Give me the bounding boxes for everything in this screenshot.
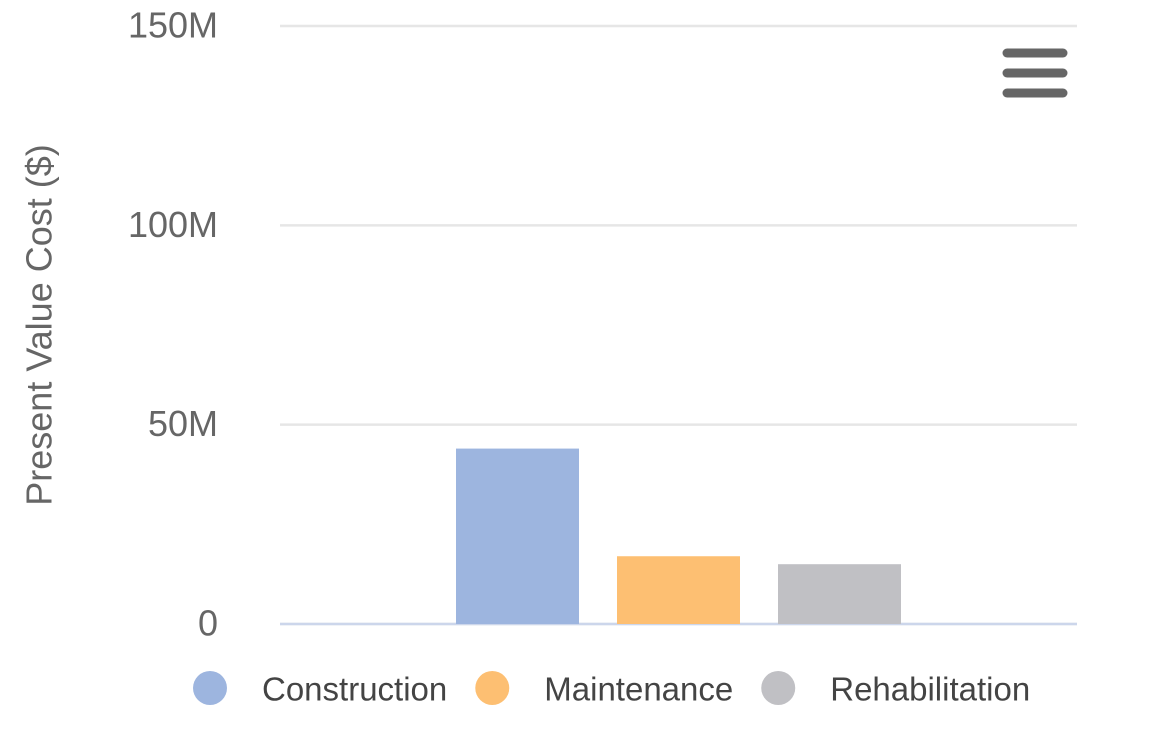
- legend-item[interactable]: Maintenance: [475, 671, 733, 708]
- legend-item[interactable]: Rehabilitation: [761, 671, 1030, 708]
- legend-label: Construction: [262, 671, 447, 708]
- legend-marker: [761, 671, 796, 705]
- menu-button[interactable]: [1002, 48, 1068, 98]
- y-tick-label: 0: [198, 603, 218, 644]
- legend-item[interactable]: Construction: [193, 671, 447, 708]
- bar: [456, 448, 579, 624]
- legend-marker: [475, 671, 510, 705]
- legend-label: Maintenance: [544, 671, 733, 708]
- y-axis-title: Present Value Cost ($): [19, 144, 60, 506]
- legend-marker: [193, 671, 227, 705]
- legend-label: Rehabilitation: [830, 671, 1030, 708]
- y-tick-label: 50M: [148, 403, 218, 444]
- bar: [617, 556, 740, 624]
- bar: [778, 564, 901, 624]
- y-tick-label: 100M: [128, 204, 218, 245]
- y-tick-label: 150M: [128, 5, 218, 46]
